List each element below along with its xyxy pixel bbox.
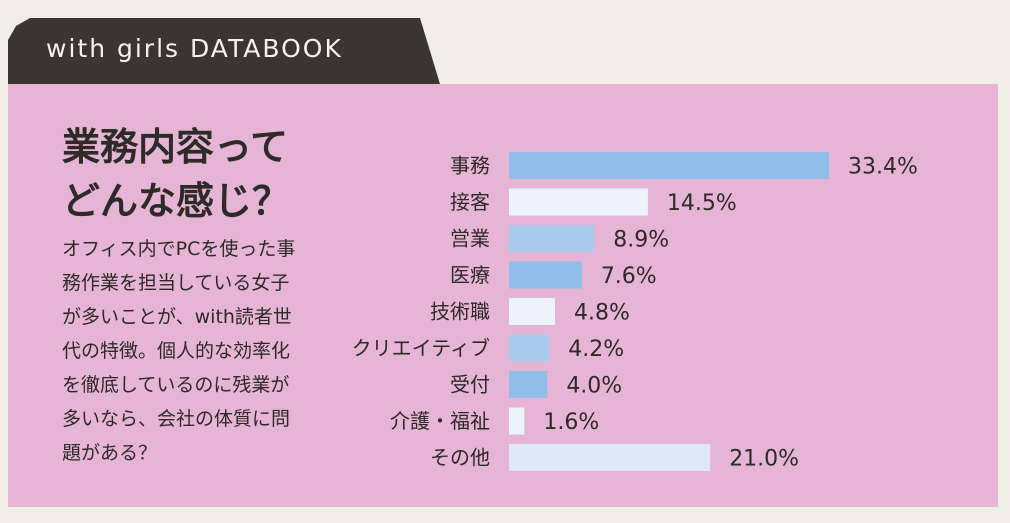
- bar: [509, 261, 582, 289]
- value-label: 4.8%: [574, 301, 630, 326]
- value-label: 7.6%: [601, 264, 657, 289]
- bar: [509, 152, 829, 179]
- category-label: 接客: [450, 190, 490, 214]
- page-heading: 業務内容って どんな感じ？: [62, 120, 362, 228]
- value-label: 14.5%: [667, 191, 737, 216]
- description-line: が多いことが、with読者世: [62, 306, 292, 328]
- category-label: 医療: [450, 263, 490, 287]
- description-line: 務作業を担当している女子: [62, 272, 290, 294]
- value-label: 33.4%: [848, 155, 918, 180]
- bar: [509, 444, 711, 471]
- value-label: 1.6%: [543, 410, 599, 435]
- header-title: with girls DATABOOK: [46, 34, 343, 63]
- description-line: 題がある？: [62, 442, 158, 464]
- description-line: 多いなら、会社の体質に問: [62, 408, 291, 430]
- category-label: クリエイティブ: [352, 336, 490, 360]
- category-label: 事務: [450, 154, 490, 178]
- category-label: その他: [430, 446, 490, 470]
- value-label: 8.9%: [613, 228, 669, 253]
- bar: [509, 188, 648, 216]
- value-label: 4.2%: [568, 337, 624, 362]
- value-label: 4.0%: [566, 374, 622, 399]
- category-label: 介護・福祉: [390, 409, 490, 433]
- heading-line-1: 業務内容って: [62, 125, 289, 169]
- bar: [509, 334, 550, 362]
- category-label: 受付: [450, 373, 490, 397]
- description-line: を徹底しているのに残業が: [62, 374, 290, 396]
- description-text: オフィス内でPCを使った事 務作業を担当している女子 が多いことが、with読者…: [62, 232, 312, 470]
- header-tab: [8, 18, 440, 84]
- description-line: 代の特徴。個人的な効率化: [62, 340, 291, 362]
- bar: [509, 371, 548, 398]
- bar: [509, 407, 525, 435]
- content-panel: [8, 84, 998, 507]
- bar: [509, 298, 555, 325]
- bar: [509, 225, 595, 252]
- category-label: 技術職: [430, 300, 490, 324]
- category-label: 営業: [450, 227, 490, 251]
- value-label: 21.0%: [729, 447, 799, 472]
- description-line: オフィス内でPCを使った事: [62, 238, 296, 260]
- heading-line-2: どんな感じ？: [62, 179, 291, 223]
